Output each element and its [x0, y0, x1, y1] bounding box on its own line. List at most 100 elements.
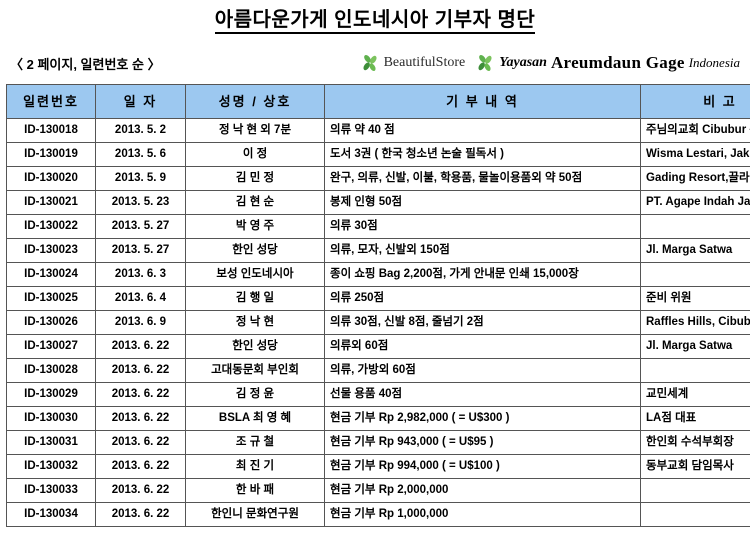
cell-name: 김 행 일 — [185, 286, 325, 311]
cell-name: 정 낙 현 외 7분 — [185, 118, 325, 143]
cell-date: 2013. 6. 22 — [95, 478, 186, 503]
cell-date: 2013. 6. 22 — [95, 358, 186, 383]
cell-id: ID-130029 — [6, 382, 96, 407]
areumdaun-gage-logo: Yayasan Areumdaun Gage Indonesia — [475, 53, 740, 73]
cell-date: 2013. 6. 22 — [95, 454, 186, 479]
cell-name: 한인니 문화연구원 — [185, 502, 325, 527]
cell-desc: 도서 3권 ( 한국 청소년 논술 필독서 ) — [324, 142, 641, 167]
table-row: ID-130022 2013. 5. 27 박 영 주 의류 30점 — [6, 214, 750, 239]
cell-id: ID-130028 — [6, 358, 96, 383]
cell-desc: 현금 기부 Rp 2,000,000 — [324, 478, 641, 503]
table-row: ID-130024 2013. 6. 3 보성 인도네시아 종이 쇼핑 Bag 2,2… — [6, 262, 750, 287]
cell-note — [640, 262, 750, 287]
cell-date: 2013. 6. 22 — [95, 430, 186, 455]
cell-name: 김 정 윤 — [185, 382, 325, 407]
cell-id: ID-130020 — [6, 166, 96, 191]
cell-note: 한인회 수석부회장 — [640, 430, 750, 455]
column-header-date: 일 자 — [95, 84, 186, 119]
cell-date: 2013. 5. 27 — [95, 238, 186, 263]
cell-note: 주님의교회 Cibubur 순 — [640, 118, 750, 143]
cell-date: 2013. 5. 2 — [95, 118, 186, 143]
beautiful-store-label: BeautifulStore — [383, 55, 466, 70]
cell-desc: 의류, 가방외 60점 — [324, 358, 641, 383]
column-header-name: 성명 / 상호 — [185, 84, 325, 119]
cell-id: ID-130025 — [6, 286, 96, 311]
cell-note: Wisma Lestari, JakSel — [640, 142, 750, 167]
cell-note — [640, 502, 750, 527]
cell-name: 한인 성당 — [185, 238, 325, 263]
cell-date: 2013. 5. 27 — [95, 214, 186, 239]
cell-desc: 종이 쇼핑 Bag 2,200점, 가게 안내문 인쇄 15,000장 — [324, 262, 641, 287]
cell-name: 한 바 패 — [185, 478, 325, 503]
cell-date: 2013. 6. 22 — [95, 502, 186, 527]
table-row: ID-130031 2013. 6. 22 조 규 철 현금 기부 Rp 943,00… — [6, 430, 750, 455]
subheader-band: 〈 2 페이지, 일련번호 순 〉 BeautifulStore Yayasan… — [0, 42, 750, 84]
cell-name: 한인 성당 — [185, 334, 325, 359]
cell-note: Gading Resort,끌라빠가딩 — [640, 166, 750, 191]
cell-note: Jl. Marga Satwa — [640, 238, 750, 263]
table-row: ID-130027 2013. 6. 22 한인 성당 의류외 60점 Jl. Marg… — [6, 334, 750, 359]
cell-name: 최 진 기 — [185, 454, 325, 479]
beautiful-store-logo: BeautifulStore — [360, 53, 466, 73]
table-row: ID-130033 2013. 6. 22 한 바 패 현금 기부 Rp 2,000,… — [6, 478, 750, 503]
cell-note: LA점 대표 — [640, 406, 750, 431]
cell-note: 교민세계 — [640, 382, 750, 407]
cell-id: ID-130024 — [6, 262, 96, 287]
cell-name: 고대동문회 부인회 — [185, 358, 325, 383]
cell-name: 보성 인도네시아 — [185, 262, 325, 287]
cell-note — [640, 358, 750, 383]
cell-note — [640, 478, 750, 503]
cell-desc: 봉제 인형 50점 — [324, 190, 641, 215]
cell-id: ID-130021 — [6, 190, 96, 215]
cell-note: Jl. Marga Satwa — [640, 334, 750, 359]
page-title-text: 아름다운가게 인도네시아 기부자 명단 — [214, 9, 536, 34]
cell-id: ID-130023 — [6, 238, 96, 263]
column-header-id: 일련번호 — [6, 84, 96, 119]
donor-table: 일련번호 일 자 성명 / 상호 기 부 내 역 비 고 ID-130018 20… — [6, 84, 750, 527]
cell-note: Raffles Hills, Cibubur — [640, 310, 750, 335]
cell-id: ID-130032 — [6, 454, 96, 479]
cell-desc: 의류 250점 — [324, 286, 641, 311]
column-header-desc: 기 부 내 역 — [324, 84, 641, 119]
indonesia-label: Indonesia — [688, 55, 740, 70]
table-header: 일련번호 일 자 성명 / 상호 기 부 내 역 비 고 — [6, 84, 750, 119]
cell-desc: 의류 약 40 점 — [324, 118, 641, 143]
cell-date: 2013. 6. 4 — [95, 286, 186, 311]
page-title: 아름다운가게 인도네시아 기부자 명단 — [0, 0, 750, 34]
cell-id: ID-130027 — [6, 334, 96, 359]
cell-id: ID-130030 — [6, 406, 96, 431]
cell-date: 2013. 6. 9 — [95, 310, 186, 335]
table-row: ID-130028 2013. 6. 22 고대동문회 부인회 의류, 가방외 60점 — [6, 358, 750, 383]
cell-desc: 현금 기부 Rp 943,000 ( = U$95 ) — [324, 430, 641, 455]
cell-desc: 현금 기부 Rp 1,000,000 — [324, 502, 641, 527]
cell-desc: 의류, 모자, 신발외 150점 — [324, 238, 641, 263]
cell-id: ID-130033 — [6, 478, 96, 503]
table-row: ID-130021 2013. 5. 23 김 현 순 봉제 인형 50점 PT. Ag… — [6, 190, 750, 215]
cell-note: 준비 위원 — [640, 286, 750, 311]
table-row: ID-130032 2013. 6. 22 최 진 기 현금 기부 Rp 994,00… — [6, 454, 750, 479]
table-header-row: 일련번호 일 자 성명 / 상호 기 부 내 역 비 고 — [6, 84, 750, 119]
cell-desc: 의류 30점 — [324, 214, 641, 239]
cell-date: 2013. 5. 6 — [95, 142, 186, 167]
brand-logos: BeautifulStore Yayasan Areumdaun Gage In… — [161, 53, 742, 73]
cell-desc: 선물 용품 40점 — [324, 382, 641, 407]
yayasan-label: Yayasan — [499, 55, 547, 70]
cell-name: 조 규 철 — [185, 430, 325, 455]
cell-note — [640, 214, 750, 239]
cell-name: 박 영 주 — [185, 214, 325, 239]
page-note: 〈 2 페이지, 일련번호 순 〉 — [10, 56, 161, 72]
cell-date: 2013. 6. 22 — [95, 334, 186, 359]
cell-name: 이 정 — [185, 142, 325, 167]
table-row: ID-130034 2013. 6. 22 한인니 문화연구원 현금 기부 Rp 1,… — [6, 502, 750, 527]
cell-desc: 의류 30점, 신발 8점, 줄넘기 2점 — [324, 310, 641, 335]
cell-date: 2013. 5. 23 — [95, 190, 186, 215]
cell-date: 2013. 5. 9 — [95, 166, 186, 191]
cell-name: 정 낙 현 — [185, 310, 325, 335]
cell-desc: 의류외 60점 — [324, 334, 641, 359]
cell-date: 2013. 6. 22 — [95, 406, 186, 431]
cell-note: 동부교회 담임목사 — [640, 454, 750, 479]
